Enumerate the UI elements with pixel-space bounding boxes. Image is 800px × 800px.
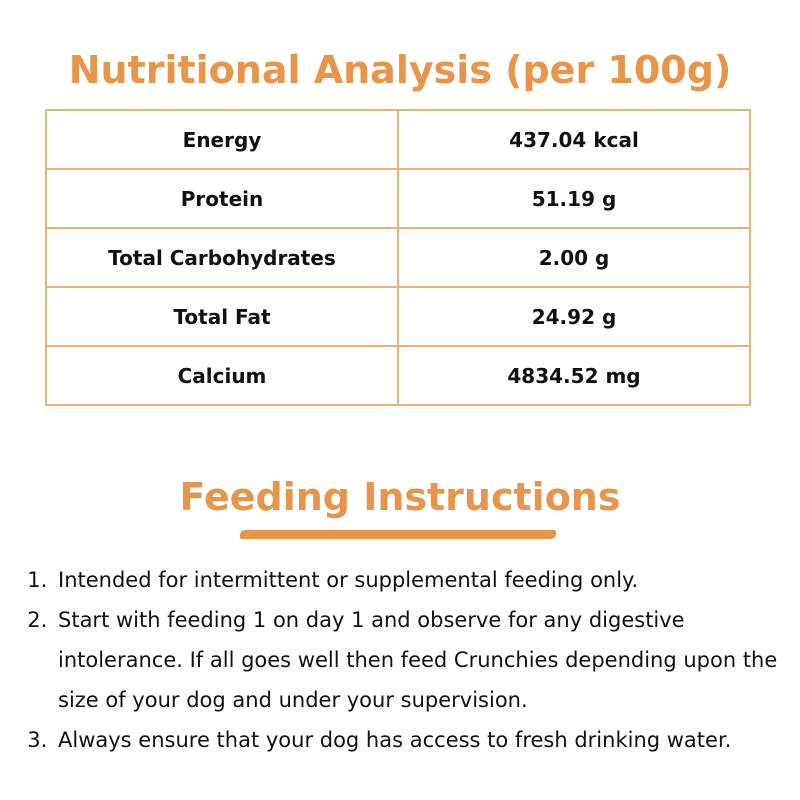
nutrient-label: Calcium — [45, 345, 399, 406]
nutrient-label: Total Fat — [45, 286, 399, 347]
nutrient-value: 2.00 g — [397, 227, 751, 288]
table-row: Total Fat 24.92 g — [45, 286, 751, 347]
brush-underline — [240, 530, 556, 539]
nutrient-value: 4834.52 mg — [397, 345, 751, 406]
table-row: Energy 437.04 kcal — [45, 109, 751, 170]
nutrition-table: Energy 437.04 kcal Protein 51.19 g Total C… — [45, 109, 751, 406]
table-row: Calcium 4834.52 mg — [45, 345, 751, 406]
nutrient-label: Protein — [45, 168, 399, 229]
list-item: Always ensure that your dog has access t… — [54, 720, 800, 760]
instructions-list: Intended for intermittent or supplementa… — [22, 560, 800, 760]
table-row: Total Carbohydrates 2.00 g — [45, 227, 751, 288]
nutrient-label: Energy — [45, 109, 399, 170]
feeding-title: Feeding Instructions — [179, 475, 621, 519]
nutrient-value: 51.19 g — [397, 168, 751, 229]
nutrient-value: 437.04 kcal — [397, 109, 751, 170]
nutrient-label: Total Carbohydrates — [45, 227, 399, 288]
table-row: Protein 51.19 g — [45, 168, 751, 229]
list-item: Intended for intermittent or supplementa… — [54, 560, 800, 600]
nutrition-title: Nutritional Analysis (per 100g) — [68, 48, 732, 92]
list-item: Start with feeding 1 on day 1 and observ… — [54, 600, 800, 720]
nutrient-value: 24.92 g — [397, 286, 751, 347]
